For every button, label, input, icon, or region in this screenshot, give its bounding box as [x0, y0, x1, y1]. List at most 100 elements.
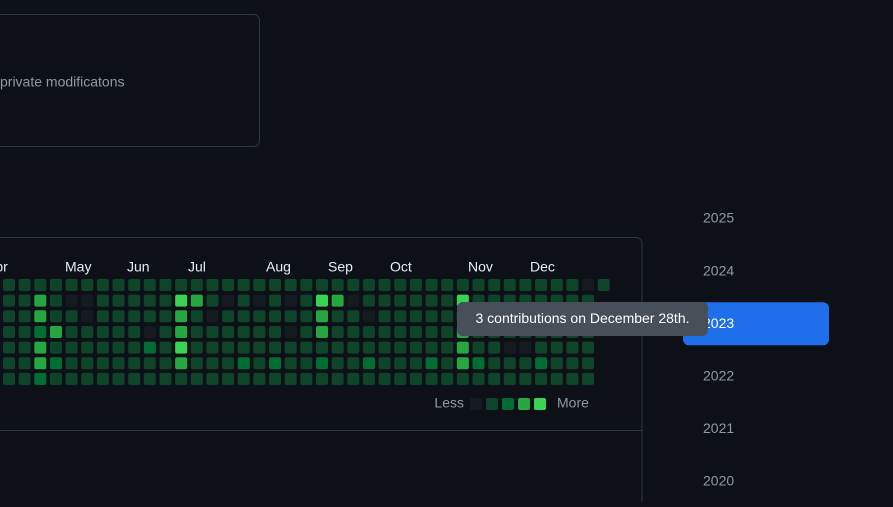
contribution-cell[interactable] — [18, 294, 31, 307]
contribution-cell[interactable] — [472, 357, 485, 370]
contribution-cell[interactable] — [253, 279, 266, 291]
contribution-cell[interactable] — [3, 279, 15, 291]
contribution-cell[interactable] — [409, 357, 422, 370]
contribution-cell[interactable] — [190, 294, 203, 307]
contribution-cell[interactable] — [81, 294, 94, 307]
contribution-cell[interactable] — [49, 341, 62, 354]
contribution-cell[interactable] — [143, 279, 156, 291]
contribution-cell[interactable] — [331, 279, 344, 291]
contribution-cell[interactable] — [128, 325, 141, 338]
contribution-cell[interactable] — [347, 372, 360, 385]
contribution-cell[interactable] — [49, 357, 62, 370]
contribution-cell[interactable] — [159, 372, 172, 385]
contribution-cell[interactable] — [519, 372, 532, 385]
contribution-cell[interactable] — [362, 372, 375, 385]
contribution-cell[interactable] — [566, 341, 579, 354]
contribution-cell[interactable] — [65, 341, 78, 354]
contribution-cell[interactable] — [143, 310, 156, 323]
contribution-cell[interactable] — [34, 357, 47, 370]
contribution-cell[interactable] — [362, 294, 375, 307]
contribution-cell[interactable] — [269, 341, 282, 354]
contribution-cell[interactable] — [175, 372, 188, 385]
contribution-cell[interactable] — [175, 325, 188, 338]
contribution-cell[interactable] — [237, 341, 250, 354]
contribution-cell[interactable] — [34, 372, 47, 385]
contribution-cell[interactable] — [394, 294, 407, 307]
contribution-cell[interactable] — [18, 372, 31, 385]
contribution-cell[interactable] — [378, 325, 391, 338]
contribution-cell[interactable] — [49, 294, 62, 307]
contribution-cell[interactable] — [159, 357, 172, 370]
contribution-cell[interactable] — [159, 325, 172, 338]
contribution-cell[interactable] — [206, 310, 219, 323]
contribution-cell[interactable] — [519, 341, 532, 354]
contribution-cell[interactable] — [456, 372, 469, 385]
contribution-cell[interactable] — [284, 325, 297, 338]
contribution-cell[interactable] — [3, 294, 15, 307]
contribution-cell[interactable] — [253, 357, 266, 370]
contribution-cell[interactable] — [96, 325, 109, 338]
contribution-cell[interactable] — [316, 279, 328, 291]
contribution-cell[interactable] — [112, 325, 125, 338]
contribution-cell[interactable] — [143, 325, 156, 338]
contribution-cell[interactable] — [347, 294, 360, 307]
contribution-cell[interactable] — [222, 357, 235, 370]
contribution-cell[interactable] — [222, 294, 235, 307]
contribution-cell[interactable] — [128, 279, 141, 291]
contribution-cell[interactable] — [425, 372, 438, 385]
contribution-cell[interactable] — [34, 279, 47, 291]
contribution-cell[interactable] — [472, 341, 485, 354]
contribution-cell[interactable] — [441, 341, 454, 354]
contribution-cell[interactable] — [3, 372, 15, 385]
contribution-cell[interactable] — [128, 357, 141, 370]
contribution-cell[interactable] — [237, 279, 250, 291]
contribution-cell[interactable] — [65, 310, 78, 323]
contribution-cell[interactable] — [3, 357, 15, 370]
contribution-cell[interactable] — [143, 341, 156, 354]
contribution-cell[interactable] — [472, 372, 485, 385]
contribution-cell[interactable] — [284, 279, 297, 291]
contribution-cell[interactable] — [488, 341, 501, 354]
contribution-cell[interactable] — [362, 279, 375, 291]
contribution-cell[interactable] — [49, 372, 62, 385]
contribution-cell[interactable] — [582, 372, 595, 385]
contribution-cell[interactable] — [441, 357, 454, 370]
contribution-cell[interactable] — [394, 357, 407, 370]
contribution-cell[interactable] — [3, 341, 15, 354]
contribution-cell[interactable] — [347, 341, 360, 354]
contribution-cell[interactable] — [18, 325, 31, 338]
contribution-cell[interactable] — [143, 372, 156, 385]
contribution-cell[interactable] — [488, 372, 501, 385]
contribution-cell[interactable] — [394, 341, 407, 354]
contribution-cell[interactable] — [519, 357, 532, 370]
contribution-cell[interactable] — [112, 310, 125, 323]
contribution-cell[interactable] — [175, 279, 188, 291]
contribution-cell[interactable] — [18, 310, 31, 323]
contribution-cell[interactable] — [65, 294, 78, 307]
contribution-cell[interactable] — [409, 279, 422, 291]
contribution-cell[interactable] — [284, 372, 297, 385]
contribution-cell[interactable] — [456, 357, 469, 370]
contribution-cell[interactable] — [409, 372, 422, 385]
contribution-cell[interactable] — [566, 357, 579, 370]
contribution-cell[interactable] — [300, 310, 313, 323]
contribution-cell[interactable] — [128, 372, 141, 385]
contribution-cell[interactable] — [347, 310, 360, 323]
contribution-cell[interactable] — [34, 294, 47, 307]
contribution-cell[interactable] — [65, 372, 78, 385]
contribution-cell[interactable] — [175, 357, 188, 370]
contribution-cell[interactable] — [456, 341, 469, 354]
contribution-cell[interactable] — [253, 325, 266, 338]
contribution-cell[interactable] — [441, 279, 454, 291]
contribution-cell[interactable] — [65, 279, 78, 291]
contribution-cell[interactable] — [96, 341, 109, 354]
contribution-cell[interactable] — [128, 310, 141, 323]
contribution-cell[interactable] — [237, 372, 250, 385]
contribution-cell[interactable] — [190, 325, 203, 338]
contribution-cell[interactable] — [222, 325, 235, 338]
contribution-cell[interactable] — [362, 357, 375, 370]
contribution-cell[interactable] — [425, 341, 438, 354]
contribution-cell[interactable] — [81, 310, 94, 323]
contribution-cell[interactable] — [269, 310, 282, 323]
contribution-cell[interactable] — [378, 341, 391, 354]
